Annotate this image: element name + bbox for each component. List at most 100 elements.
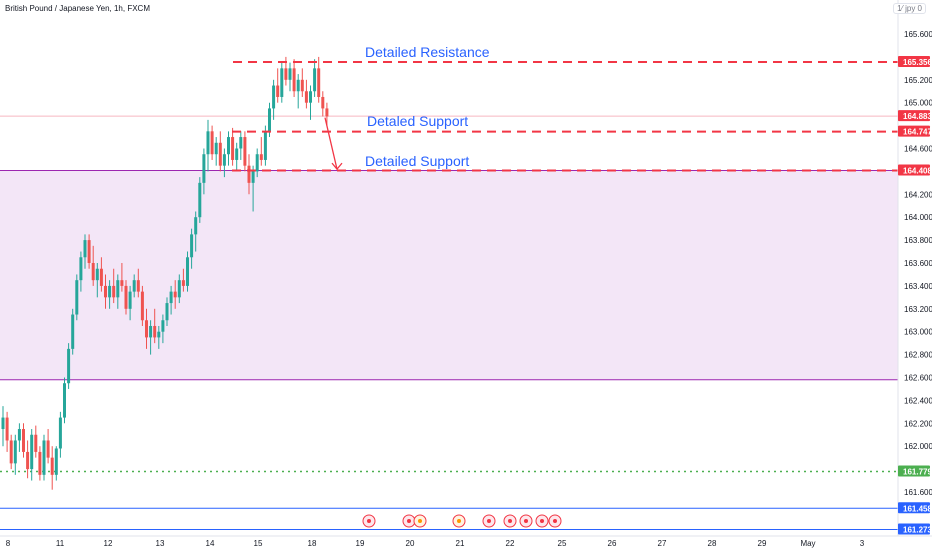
candle-body <box>120 280 124 286</box>
candle-body <box>206 131 210 155</box>
economic-event-dot <box>553 519 557 523</box>
y-tick-label: 163.600 <box>904 259 932 268</box>
x-tick-label: 18 <box>308 539 317 548</box>
candle-body <box>161 320 165 332</box>
candle-body <box>26 451 30 470</box>
x-tick-label: 11 <box>56 539 65 548</box>
candle-body <box>309 91 312 103</box>
price-tag-label: 164.408 <box>903 166 932 175</box>
price-tag <box>898 465 930 477</box>
candle-body <box>145 320 148 338</box>
candle-body <box>296 79 300 92</box>
price-tag <box>898 55 930 67</box>
x-tick-label: 8 <box>6 539 11 548</box>
candle-body <box>222 154 226 166</box>
candle-body <box>202 154 206 183</box>
candle-body <box>194 217 198 235</box>
x-tick-label: 13 <box>156 539 165 548</box>
x-tick-label: 26 <box>608 539 617 548</box>
level-label-2: Detailed Support <box>365 153 469 169</box>
economic-event-dot <box>508 519 512 523</box>
economic-event-dot <box>524 519 528 523</box>
candle-body <box>63 383 66 418</box>
x-tick-label: May <box>800 539 815 548</box>
candle-body <box>173 291 177 298</box>
candle-body <box>300 79 304 92</box>
price-tag-label: 165.356 <box>903 58 932 67</box>
economic-event-dot <box>487 519 491 523</box>
x-tick-label: 21 <box>456 539 465 548</box>
candle-body <box>58 417 62 449</box>
candle-body <box>87 240 91 263</box>
price-tag <box>898 110 930 122</box>
projection-arrowhead <box>331 162 343 171</box>
candle-body <box>235 148 239 160</box>
candle-body <box>198 182 202 218</box>
candle-body <box>255 154 259 172</box>
candle-body <box>313 68 317 92</box>
candle-body <box>280 68 284 97</box>
candle-body <box>190 234 194 258</box>
y-tick-label: 163.400 <box>904 282 932 291</box>
y-tick-label: 162.000 <box>904 442 932 451</box>
candle-body <box>34 434 38 452</box>
candle-body <box>210 131 214 155</box>
candle-body <box>50 457 54 475</box>
candle-body <box>99 268 103 286</box>
candle-body <box>292 68 296 92</box>
candle-body <box>231 137 235 160</box>
candle-body <box>136 280 140 292</box>
candle-body <box>71 314 75 349</box>
candle-body <box>247 165 251 183</box>
candle-body <box>259 154 263 160</box>
x-tick-label: 3 <box>860 539 865 548</box>
candle-body <box>67 348 71 384</box>
candle-body <box>177 280 181 298</box>
y-tick-label: 163.200 <box>904 305 932 314</box>
y-tick-label: 162.600 <box>904 374 932 383</box>
economic-event-dot <box>457 519 461 523</box>
x-tick-label: 12 <box>104 539 113 548</box>
symbol-title: British Pound / Japanese Yen, 1h, FXCM <box>5 4 150 13</box>
candle-body <box>104 285 107 298</box>
candle-body <box>272 85 276 109</box>
candle-body <box>30 434 34 470</box>
currency-scale-button[interactable]: 1⁄ jpy 0 <box>893 3 926 14</box>
candle-body <box>13 440 17 464</box>
level-label-1: Detaled Support <box>367 113 468 129</box>
candle-body <box>132 280 136 292</box>
economic-event-dot <box>418 519 422 523</box>
candle-body <box>116 280 120 298</box>
y-tick-label: 163.000 <box>904 328 932 337</box>
price-tag <box>898 502 930 514</box>
candle-body <box>22 429 25 452</box>
x-tick-label: 19 <box>356 539 365 548</box>
candle-body <box>112 285 116 298</box>
y-tick-label: 164.200 <box>904 190 932 199</box>
economic-event-dot <box>367 519 371 523</box>
price-tag-label: 161.458 <box>903 504 932 513</box>
candle-body <box>251 171 255 183</box>
y-tick-label: 165.000 <box>904 99 932 108</box>
candle-body <box>149 325 153 338</box>
candle-body <box>321 96 325 109</box>
candle-body <box>169 291 173 304</box>
candle-body <box>317 68 321 97</box>
candle-body <box>325 108 329 117</box>
candle-body <box>268 108 271 132</box>
candle-body <box>243 137 247 166</box>
price-tag-label: 164.747 <box>903 128 932 137</box>
x-tick-label: 20 <box>406 539 415 548</box>
candle-body <box>218 142 222 166</box>
y-tick-label: 164.600 <box>904 145 932 154</box>
price-tag-label: 161.273 <box>903 525 932 534</box>
projection-arrow <box>324 117 338 170</box>
candle-body <box>95 268 99 281</box>
x-tick-label: 27 <box>658 539 667 548</box>
y-tick-label: 165.200 <box>904 76 932 85</box>
price-tag-label: 161.779 <box>903 468 932 477</box>
economic-event-dot <box>540 519 544 523</box>
y-tick-label: 162.400 <box>904 396 932 405</box>
candle-body <box>227 137 230 155</box>
